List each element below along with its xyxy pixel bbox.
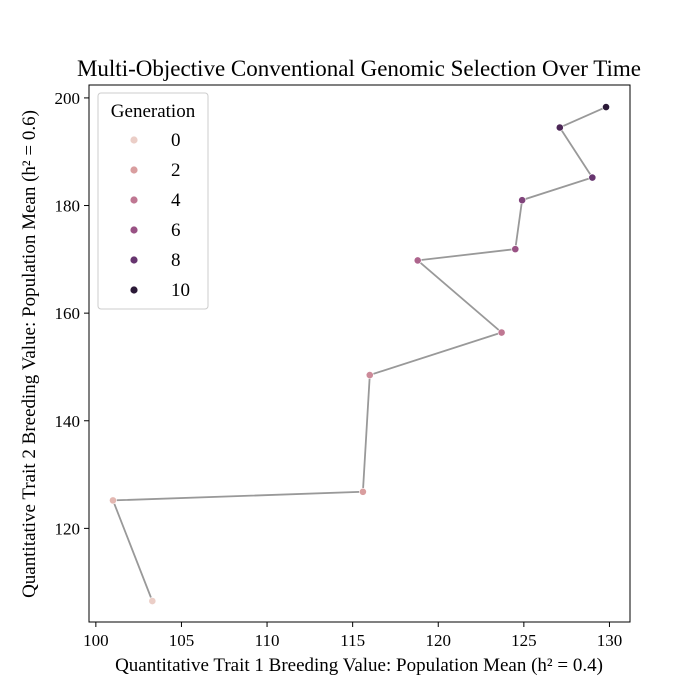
data-point-gen-2 xyxy=(359,487,367,496)
legend-marker-0 xyxy=(130,136,138,144)
data-point-gen-10 xyxy=(602,103,610,111)
x-tick-label: 105 xyxy=(169,631,195,650)
x-tick-label: 110 xyxy=(255,631,280,650)
legend-marker-8 xyxy=(130,256,138,264)
y-tick-label: 120 xyxy=(55,519,81,538)
y-axis-label: Quantitative Trait 2 Breeding Value: Pop… xyxy=(19,110,40,598)
legend-marker-4 xyxy=(130,196,138,204)
plot-area xyxy=(88,84,631,623)
legend-label-6: 6 xyxy=(171,220,181,241)
legend-marker-2 xyxy=(130,166,138,174)
legend-label-0: 0 xyxy=(171,130,181,151)
data-point-gen-5 xyxy=(413,256,422,265)
y-ticks: 120 140 160 180 200 xyxy=(55,89,89,538)
x-axis-label: Quantitative Trait 1 Breeding Value: Pop… xyxy=(115,655,603,676)
legend-marker-10 xyxy=(130,286,138,294)
legend-title: Generation xyxy=(111,101,196,122)
legend-label-2: 2 xyxy=(171,160,181,181)
y-tick-label: 200 xyxy=(55,89,81,108)
x-tick-label: 115 xyxy=(340,631,365,650)
data-point-gen-9 xyxy=(555,123,564,132)
x-tick-label: 120 xyxy=(426,631,452,650)
points-layer xyxy=(109,103,610,605)
x-tick-label: 130 xyxy=(597,631,623,650)
data-point-gen-4 xyxy=(497,328,506,337)
legend-entries: 0 2 4 6 8 10 xyxy=(130,130,190,301)
data-point-gen-8 xyxy=(588,173,597,182)
chart-title: Multi-Objective Conventional Genomic Sel… xyxy=(77,56,641,81)
data-point-gen-3 xyxy=(365,371,374,379)
y-tick-label: 140 xyxy=(55,412,81,431)
legend-label-4: 4 xyxy=(171,190,181,211)
legend-marker-6 xyxy=(130,226,138,234)
y-tick-label: 180 xyxy=(55,197,81,216)
legend: Generation 0 2 4 6 8 10 xyxy=(97,92,209,310)
legend-label-8: 8 xyxy=(171,250,181,271)
data-point-gen-1 xyxy=(109,496,117,505)
x-tick-label: 125 xyxy=(511,631,537,650)
x-ticks: 100 105 110 115 120 125 130 xyxy=(83,622,622,650)
legend-frame xyxy=(97,92,209,310)
data-point-gen-7 xyxy=(518,196,527,205)
y-tick-label: 160 xyxy=(55,304,81,323)
data-point-gen-6 xyxy=(511,245,520,254)
legend-label-10: 10 xyxy=(171,280,190,301)
x-tick-label: 100 xyxy=(83,631,109,650)
data-point-gen-0 xyxy=(148,597,157,605)
